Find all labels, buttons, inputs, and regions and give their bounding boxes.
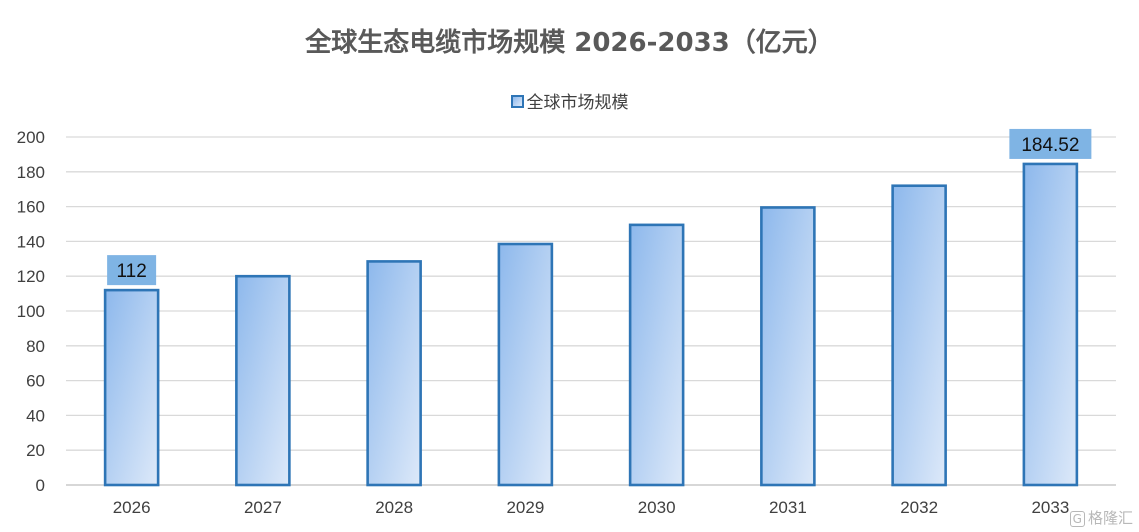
y-axis-ticks: 0 20 40 60 80 100 120 140 160 180 200 — [17, 128, 45, 495]
x-tick-label: 2031 — [769, 498, 807, 517]
x-tick-label: 2032 — [900, 498, 938, 517]
bars — [103, 162, 1079, 487]
y-tick-label: 100 — [17, 302, 45, 321]
y-tick-label: 160 — [17, 198, 45, 217]
y-tick-label: 80 — [26, 337, 45, 356]
x-tick-label: 2030 — [638, 498, 676, 517]
bar-2028 — [366, 260, 422, 487]
legend-label: 全球市场规模 — [526, 93, 629, 113]
bar-2029 — [497, 242, 554, 487]
data-label-box — [1009, 128, 1092, 159]
watermark-logo-icon: G — [1069, 511, 1085, 527]
y-tick-label: 60 — [26, 372, 45, 391]
y-tick-label: 20 — [26, 441, 45, 460]
bar-2032 — [891, 184, 947, 487]
y-tick-label: 0 — [36, 476, 45, 495]
data-label: 112 — [116, 261, 146, 282]
bar-2027 — [235, 274, 291, 487]
gridlines — [66, 136, 1116, 486]
watermark-text: 格隆汇 — [1087, 509, 1133, 527]
legend: 全球市场规模 — [0, 88, 1139, 113]
y-tick-label: 180 — [17, 163, 45, 182]
x-tick-label: 2033 — [1031, 498, 1069, 517]
bar-2031 — [760, 206, 816, 487]
x-axis-ticks: 2026 2027 2028 2029 2030 2031 2032 2033 — [113, 498, 1070, 517]
y-tick-label: 40 — [26, 406, 45, 425]
x-tick-label: 2027 — [244, 498, 282, 517]
data-label: 184.52 — [1021, 135, 1079, 156]
x-tick-label: 2029 — [506, 498, 544, 517]
y-tick-label: 140 — [17, 232, 45, 251]
bar-2030 — [628, 223, 685, 487]
data-label-box — [107, 255, 157, 286]
y-tick-label: 120 — [17, 267, 45, 286]
data-labels: 112 184.52 — [107, 128, 1092, 286]
bar-2033 — [1022, 162, 1079, 487]
y-tick-label: 200 — [17, 128, 45, 147]
watermark: G 格隆汇 — [1069, 507, 1133, 528]
legend-swatch — [510, 94, 524, 108]
chart-title: 全球生态电缆市场规模 2026-2033（亿元） — [305, 28, 834, 58]
bar-2026 — [103, 288, 160, 487]
x-tick-label: 2028 — [375, 498, 413, 517]
x-tick-label: 2026 — [113, 498, 151, 517]
